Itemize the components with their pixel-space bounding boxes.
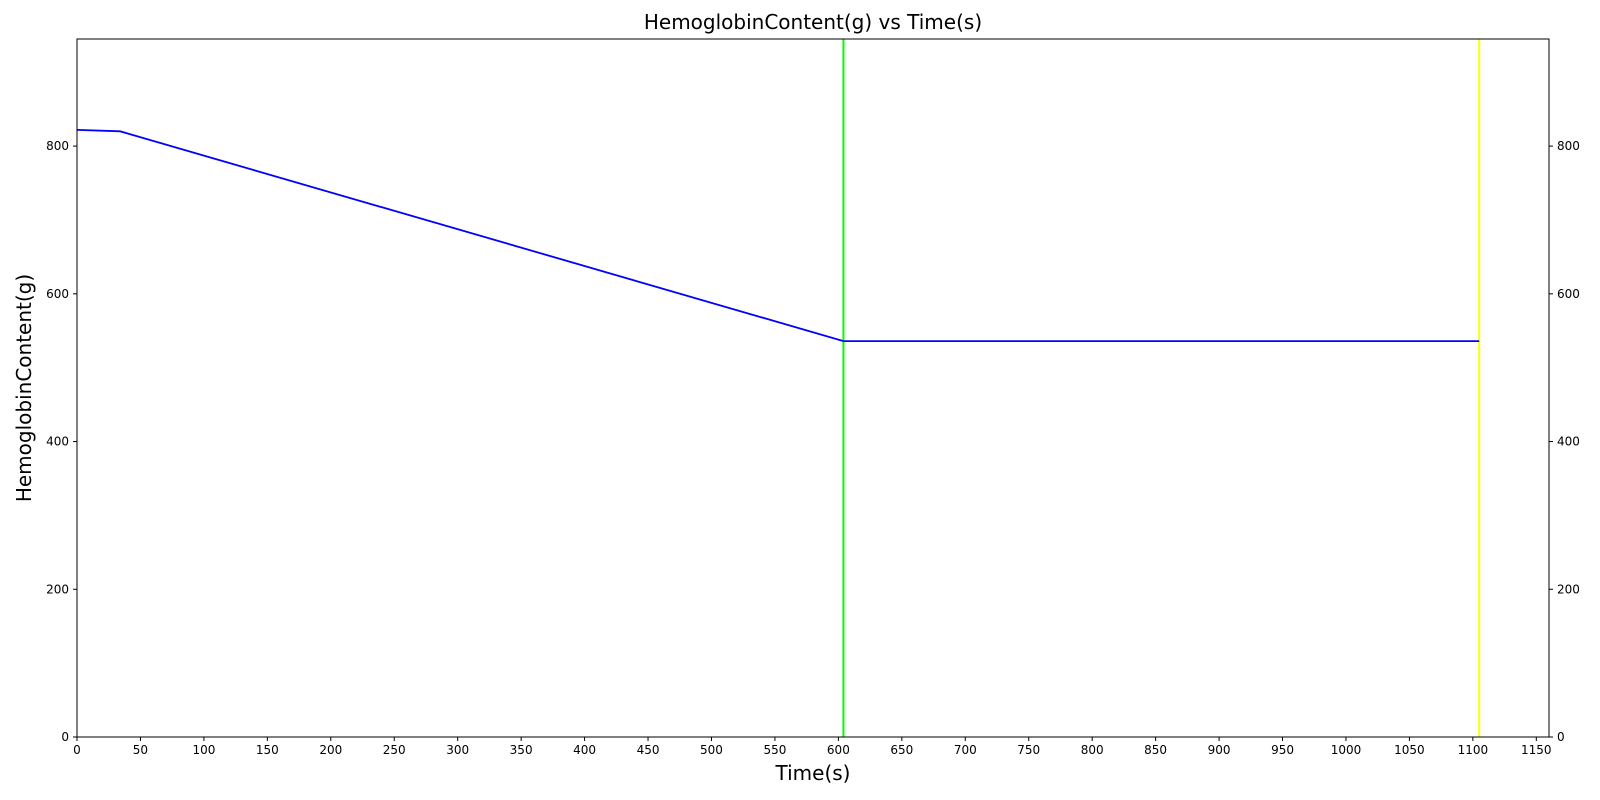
x-tick-label: 450 bbox=[637, 743, 660, 757]
x-tick-label: 750 bbox=[1017, 743, 1040, 757]
y-tick-label-left: 200 bbox=[46, 582, 69, 596]
y-tick-label-right: 600 bbox=[1557, 287, 1580, 301]
x-tick-label: 600 bbox=[827, 743, 850, 757]
x-tick-label: 1150 bbox=[1521, 743, 1552, 757]
x-tick-label: 100 bbox=[192, 743, 215, 757]
y-tick-label-left: 800 bbox=[46, 139, 69, 153]
y-axis-title: HemoglobinContent(g) bbox=[12, 274, 36, 502]
x-tick-label: 800 bbox=[1081, 743, 1104, 757]
y-tick-label-left: 600 bbox=[46, 287, 69, 301]
x-tick-label: 200 bbox=[319, 743, 342, 757]
chart-title: HemoglobinContent(g) vs Time(s) bbox=[644, 10, 982, 34]
x-tick-label: 300 bbox=[446, 743, 469, 757]
x-tick-label: 150 bbox=[256, 743, 279, 757]
y-tick-label-right: 0 bbox=[1557, 730, 1565, 744]
x-tick-label: 650 bbox=[890, 743, 913, 757]
y-tick-label-right: 400 bbox=[1557, 435, 1580, 449]
x-tick-label: 400 bbox=[573, 743, 596, 757]
y-tick-label-left: 400 bbox=[46, 435, 69, 449]
x-tick-label: 1050 bbox=[1394, 743, 1425, 757]
y-tick-label-right: 800 bbox=[1557, 139, 1580, 153]
x-tick-label: 1000 bbox=[1331, 743, 1362, 757]
x-tick-label: 1100 bbox=[1458, 743, 1489, 757]
y-tick-label-left: 0 bbox=[61, 730, 69, 744]
series-line-0 bbox=[76, 128, 1480, 342]
x-tick-label: 850 bbox=[1144, 743, 1167, 757]
x-tick-label: 350 bbox=[510, 743, 533, 757]
x-tick-label: 950 bbox=[1271, 743, 1294, 757]
plot-frame bbox=[76, 38, 1550, 738]
x-tick-label: 500 bbox=[700, 743, 723, 757]
y-tick-label-right: 200 bbox=[1557, 582, 1580, 596]
x-tick-label: 0 bbox=[73, 743, 81, 757]
x-axis-title: Time(s) bbox=[775, 761, 851, 785]
x-tick-label: 700 bbox=[954, 743, 977, 757]
x-tick-label: 250 bbox=[383, 743, 406, 757]
x-tick-label: 900 bbox=[1208, 743, 1231, 757]
x-tick-label: 550 bbox=[763, 743, 786, 757]
x-tick-label: 50 bbox=[133, 743, 148, 757]
